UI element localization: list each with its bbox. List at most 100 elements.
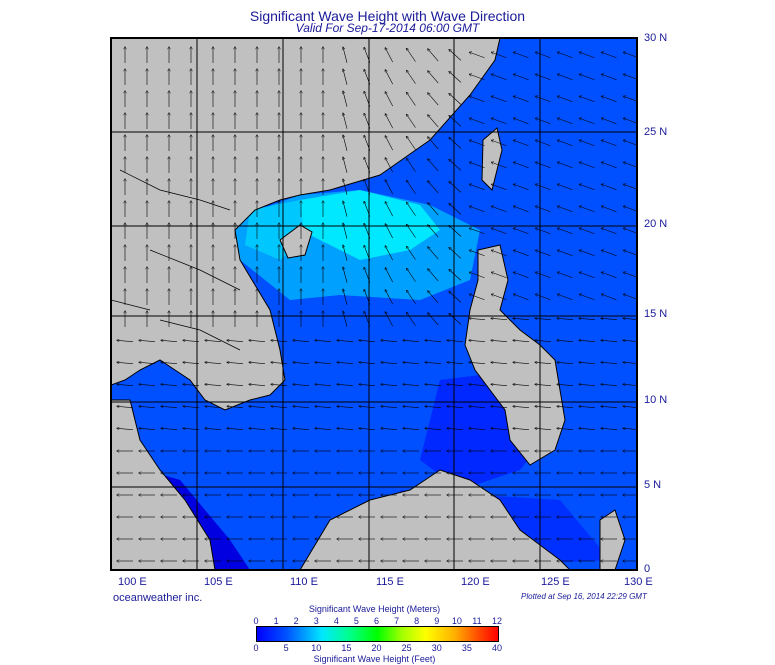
- wave-arrow: [183, 362, 199, 363]
- lon-label-130: 130 E: [624, 576, 653, 588]
- meters-tick: 2: [293, 616, 299, 626]
- lon-label-120: 120 E: [461, 576, 490, 588]
- wave-arrow: [491, 250, 507, 257]
- wave-arrow: [428, 313, 439, 326]
- wave-arrow: [491, 206, 507, 213]
- wave-arrow: [381, 428, 397, 429]
- meters-tick: 0: [253, 616, 259, 626]
- wave-arrow: [491, 384, 507, 385]
- feet-tick: 20: [371, 643, 382, 653]
- wave-arrow: [491, 162, 507, 169]
- wave-zone-high: [300, 190, 440, 260]
- wave-arrow: [343, 311, 348, 327]
- wave-arrow: [579, 428, 595, 429]
- wave-arrow: [535, 272, 551, 279]
- wave-arrow: [449, 50, 462, 61]
- wave-arrow: [271, 340, 287, 341]
- wave-arrow: [293, 340, 309, 341]
- lat-label-15: 15 N: [644, 308, 668, 320]
- feet-tick: 10: [311, 643, 322, 653]
- wave-arrow: [491, 318, 507, 319]
- lat-label-20: 20 N: [644, 218, 668, 230]
- wave-arrow: [359, 428, 375, 429]
- wave-arrow: [359, 340, 375, 341]
- lat-label-0: 0: [644, 563, 651, 575]
- meters-tick: 12: [491, 616, 503, 626]
- wave-arrow: [557, 406, 573, 407]
- wave-arrow: [491, 272, 507, 279]
- wave-arrow: [513, 228, 529, 235]
- wave-arrow: [601, 362, 617, 363]
- wave-arrow: [513, 294, 529, 301]
- wave-arrow: [535, 140, 551, 147]
- wave-arrow: [293, 406, 309, 407]
- wave-arrow: [491, 228, 507, 235]
- wave-arrow: [601, 294, 617, 301]
- wave-arrow: [117, 362, 133, 363]
- wave-arrow: [343, 157, 348, 173]
- wave-arrow: [449, 72, 462, 83]
- wave-arrow: [428, 269, 439, 282]
- graticule: [111, 38, 637, 570]
- wave-arrow: [579, 294, 595, 301]
- wave-arrow: [535, 162, 551, 169]
- wave-arrow: [557, 428, 573, 429]
- wave-arrow: [601, 384, 617, 385]
- wave-arrow: [513, 250, 529, 257]
- wave-arrow: [513, 96, 529, 103]
- wave-arrow: [117, 428, 133, 429]
- wave-arrow: [381, 362, 397, 363]
- wave-arrow: [447, 428, 463, 429]
- wave-arrow: [447, 384, 463, 385]
- wave-arrow: [428, 93, 439, 106]
- wave-arrow: [343, 113, 348, 129]
- wave-arrow: [139, 362, 155, 363]
- wave-arrow: [343, 289, 348, 305]
- wave-arrow: [403, 362, 419, 363]
- wave-arrow: [557, 250, 573, 257]
- wave-arrow: [601, 406, 617, 407]
- sulawesi: [599, 509, 626, 570]
- wave-arrow: [469, 406, 485, 407]
- wave-arrow: [535, 52, 551, 59]
- wave-arrow: [343, 135, 348, 151]
- wave-arrow: [469, 184, 485, 191]
- meters-tick: 6: [373, 616, 380, 626]
- wave-arrow: [406, 290, 416, 304]
- meters-tick: 3: [313, 616, 319, 626]
- wave-arrow: [601, 118, 617, 125]
- meters-tick: 10: [451, 616, 462, 626]
- wave-arrow: [579, 250, 595, 257]
- wave-arrow: [535, 340, 551, 341]
- wave-arrow: [343, 201, 348, 217]
- wave-arrow: [117, 340, 133, 341]
- wave-arrow: [249, 406, 265, 407]
- hainan-island: [279, 224, 313, 259]
- wave-arrow: [579, 272, 595, 279]
- feet-tick: 35: [461, 643, 472, 653]
- wave-arrow: [385, 268, 393, 283]
- meters-tick: 8: [414, 616, 420, 626]
- lon-label-100: 100 E: [118, 576, 147, 588]
- wave-arrow: [425, 428, 441, 429]
- wave-arrow: [315, 362, 331, 363]
- wave-arrow: [557, 118, 573, 125]
- wave-arrow: [601, 52, 617, 59]
- wave-arrow: [406, 136, 416, 150]
- lat-label-25: 25 N: [644, 126, 668, 138]
- wave-arrow: [535, 184, 551, 191]
- wave-arrow: [425, 384, 441, 385]
- wave-arrow: [535, 428, 551, 429]
- wave-arrow: [513, 362, 529, 363]
- wave-arrow: [343, 245, 348, 261]
- wave-arrow: [117, 384, 133, 385]
- map-frame: [110, 37, 638, 571]
- wave-arrow: [139, 428, 155, 429]
- wave-arrow: [601, 184, 617, 191]
- wave-arrow: [425, 340, 441, 341]
- wave-arrow: [271, 428, 287, 429]
- wave-arrow: [491, 428, 507, 429]
- mainland-asia: [111, 38, 501, 411]
- wave-arrow: [293, 428, 309, 429]
